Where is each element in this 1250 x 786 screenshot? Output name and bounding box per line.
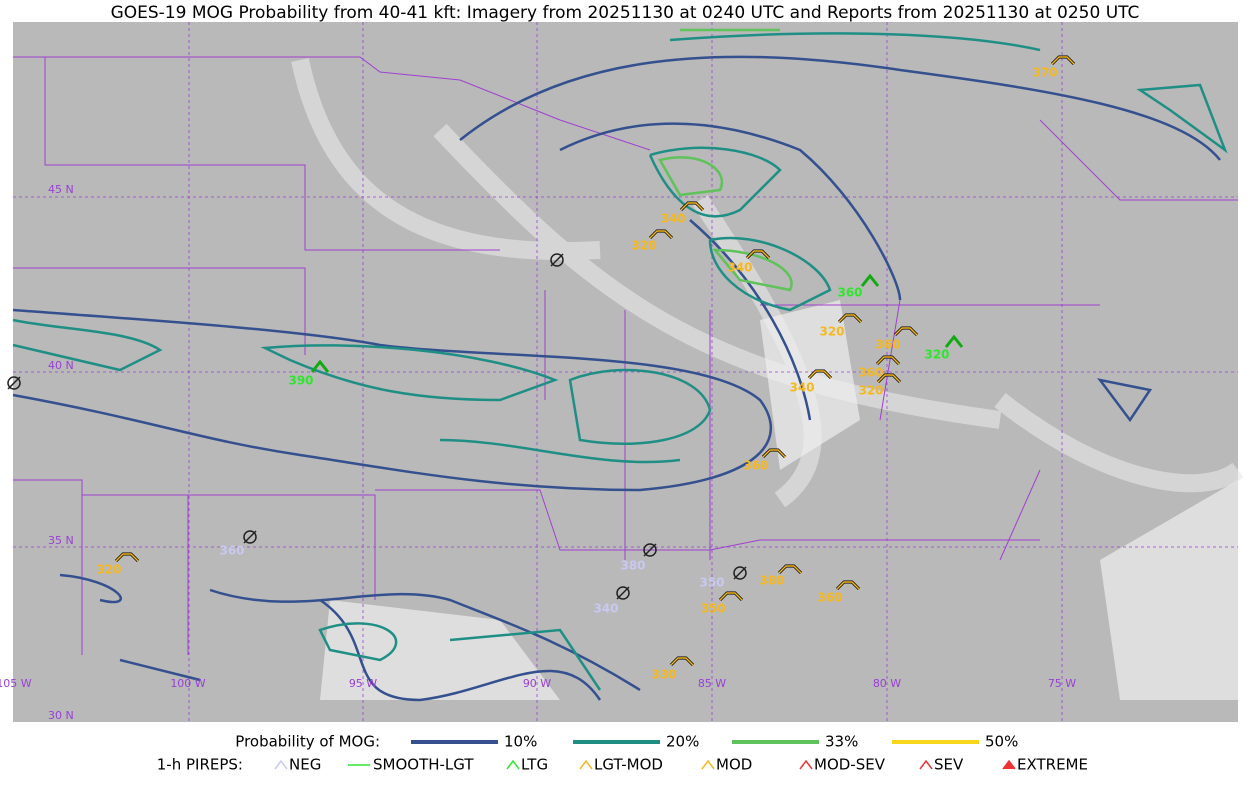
lat-label: 45 N — [48, 183, 74, 196]
neg-symbol — [733, 566, 747, 580]
lon-label: 105 W — [0, 677, 32, 690]
report-altitude: 360 — [837, 286, 862, 300]
lon-labels: 105 W 100 W 95 W 90 W 85 W 80 W 75 W — [0, 677, 1076, 690]
legend-title: Probability of MOG: — [235, 733, 380, 751]
legend-swatch — [506, 759, 520, 770]
mod-symbol — [762, 449, 786, 458]
report-altitude: 360 — [817, 591, 842, 605]
mod-symbol — [649, 230, 673, 239]
report-altitude: 380 — [759, 574, 784, 588]
report-altitude: 360 — [219, 544, 244, 558]
report-altitude: 360 — [875, 338, 900, 352]
mod-symbol — [838, 314, 862, 323]
neg-symbol — [243, 530, 257, 544]
neg-symbol — [643, 543, 657, 557]
legend-label: 33% — [825, 733, 858, 751]
mod-symbol — [1051, 56, 1075, 65]
lat-label: 35 N — [48, 534, 74, 547]
report-altitude: 320 — [631, 239, 656, 253]
graticule — [13, 22, 1238, 722]
neg-symbol — [616, 586, 630, 600]
report-altitude: 340 — [660, 212, 685, 226]
neg-symbol — [733, 566, 747, 580]
contours — [12, 28, 1228, 702]
mod-symbol — [746, 250, 770, 259]
report-altitude: 340 — [727, 261, 752, 275]
report-altitude: 340 — [789, 381, 814, 395]
mod-symbol — [808, 370, 832, 379]
lon-label: 75 W — [1048, 677, 1076, 690]
neg-symbol — [243, 530, 257, 544]
map: 45 N 40 N 35 N 30 N 105 W 100 W 95 W 90 W 85 W 8… — [0, 22, 1244, 722]
legend-swatch — [1002, 759, 1016, 770]
legend-label: 50% — [985, 733, 1018, 751]
lat-label: 30 N — [48, 709, 74, 722]
report-altitude: 350 — [700, 602, 725, 616]
legend-title: 1-h PIREPS: — [157, 756, 243, 774]
legend-label: NEG — [289, 756, 321, 774]
ltg-symbol — [860, 273, 880, 287]
neg-symbol — [550, 253, 564, 267]
pirep-legend: NEG SMOOTH-LGT LTG LGT-MOD MOD MOD-SEV SEV EXTR… — [274, 756, 1088, 774]
report-altitude: 330 — [651, 668, 676, 682]
neg-symbol — [643, 543, 657, 557]
legend-label: MOD — [716, 756, 752, 774]
report-altitude: 390 — [288, 374, 313, 388]
lon-label: 80 W — [873, 677, 901, 690]
ltg-symbol — [310, 359, 330, 373]
probability-legend: 10% 20% 33% 50% — [411, 733, 1018, 751]
legend-label: LTG — [521, 756, 548, 774]
mod-symbol — [836, 581, 860, 590]
lon-label: 95 W — [349, 677, 377, 690]
legend-label: SEV — [934, 756, 964, 774]
lon-label: 90 W — [523, 677, 551, 690]
report-altitude: 320 — [858, 384, 883, 398]
mod-symbol — [719, 592, 743, 601]
report-altitude: 360 — [858, 366, 883, 380]
neg-symbol — [7, 376, 21, 390]
mod-symbol — [670, 657, 694, 666]
mod-symbol — [876, 356, 900, 365]
neg-symbol — [550, 253, 564, 267]
report-altitude: 320 — [96, 563, 121, 577]
lat-label: 40 N — [48, 359, 74, 372]
legend-swatch — [274, 759, 288, 770]
legend-swatch — [799, 759, 813, 770]
legend-swatch — [579, 759, 593, 770]
legend-label: EXTREME — [1017, 756, 1088, 774]
cloud-texture — [320, 300, 1238, 700]
legend-label: LGT-MOD — [594, 756, 663, 774]
lon-label: 85 W — [698, 677, 726, 690]
report-altitude: 320 — [924, 348, 949, 362]
legend-swatch — [701, 759, 715, 770]
report-altitude: 340 — [593, 602, 618, 616]
mod-symbol — [115, 553, 139, 562]
neg-symbol — [616, 586, 630, 600]
legend: Probability of MOG: 10% 20% 33% 50% 1-h PIR… — [157, 733, 1088, 774]
boundaries — [13, 56, 1238, 655]
mod-symbol — [877, 374, 901, 383]
legend-label: MOD-SEV — [814, 756, 886, 774]
report-altitude: 380 — [620, 559, 645, 573]
report-altitude: 360 — [743, 459, 768, 473]
mod-symbol — [680, 202, 704, 211]
pirep-reports: 370 340 320 340 360 320 360 320 360 320 340 390 360 3… — [7, 55, 1076, 682]
legend-label: SMOOTH-LGT — [373, 756, 474, 774]
report-altitude: 320 — [819, 325, 844, 339]
legend-label: 10% — [504, 733, 537, 751]
report-altitude: 370 — [1032, 66, 1057, 80]
mod-symbol — [894, 327, 918, 336]
legend-swatch — [919, 759, 933, 770]
cloud-texture — [291, 58, 1244, 508]
neg-symbol — [7, 376, 21, 390]
title: GOES-19 MOG Probability from 40-41 kft: … — [111, 3, 1140, 23]
report-altitude: 350 — [699, 576, 724, 590]
lat-labels: 45 N 40 N 35 N 30 N — [48, 183, 74, 722]
lon-label: 100 W — [170, 677, 205, 690]
legend-label: 20% — [666, 733, 699, 751]
ltg-symbol — [944, 334, 964, 348]
mod-symbol — [778, 565, 802, 574]
